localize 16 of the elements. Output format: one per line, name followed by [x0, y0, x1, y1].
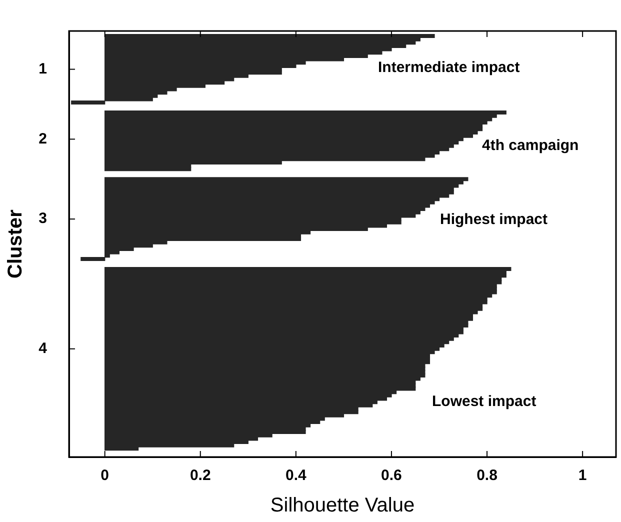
annotation: 4th campaign — [482, 137, 579, 154]
x-axis-title: Silhouette Value — [270, 494, 415, 517]
annotation: Intermediate impact — [378, 59, 520, 76]
annotation: Highest impact — [440, 211, 548, 228]
y-tick-label: 1 — [38, 60, 47, 78]
annotation: Lowest impact — [432, 393, 536, 410]
x-tick-label: 1 — [578, 467, 587, 484]
x-tick-label: 0.6 — [381, 467, 402, 484]
y-tick-label: 4 — [38, 340, 48, 357]
y-tick-label: 2 — [38, 130, 47, 148]
x-tick-label: 0.8 — [476, 467, 498, 484]
x-tick-label: 0.2 — [190, 467, 211, 484]
x-tick-label: 0.4 — [285, 467, 307, 484]
x-tick-label: 0 — [100, 467, 109, 484]
y-axis-title: Cluster — [4, 209, 27, 278]
y-tick-label: 3 — [38, 210, 47, 228]
